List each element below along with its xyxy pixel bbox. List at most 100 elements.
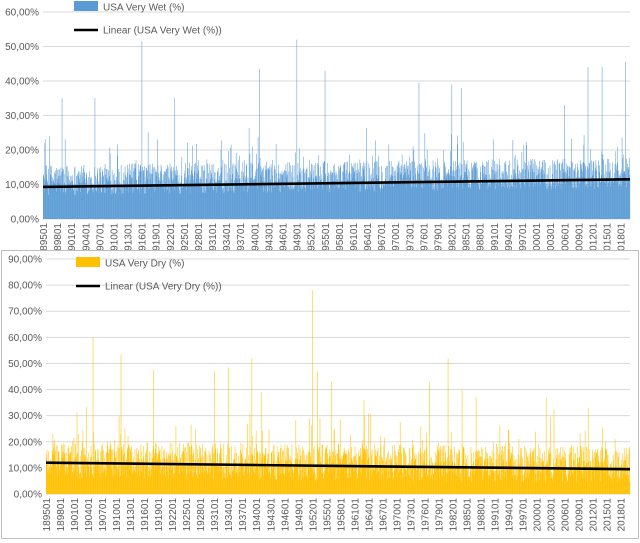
bar	[199, 445, 200, 494]
bar	[352, 165, 354, 219]
bar	[386, 466, 388, 494]
bar	[443, 445, 444, 494]
bar	[118, 469, 119, 494]
bar	[446, 460, 448, 494]
bar	[49, 468, 51, 494]
bar	[214, 171, 215, 219]
bar	[443, 149, 444, 219]
bar	[132, 471, 133, 494]
bar	[357, 173, 359, 219]
bar	[332, 451, 333, 494]
bar	[552, 182, 554, 219]
bar	[176, 175, 177, 219]
bar	[397, 449, 399, 494]
bar	[86, 174, 87, 219]
bar	[132, 473, 133, 494]
bar	[509, 179, 511, 219]
bar	[156, 460, 158, 494]
bar	[342, 467, 343, 494]
bar	[586, 166, 588, 219]
bar	[428, 466, 430, 494]
bar	[247, 181, 248, 219]
bar	[535, 431, 536, 494]
bar	[583, 135, 585, 219]
bar	[520, 172, 521, 219]
bar	[302, 186, 303, 219]
bar	[445, 460, 446, 494]
bar	[327, 459, 328, 494]
bar	[175, 173, 176, 219]
bar	[434, 171, 436, 219]
bar	[406, 476, 407, 494]
bar	[610, 478, 612, 494]
bar	[210, 174, 212, 219]
bar	[477, 453, 479, 494]
bar	[259, 68, 260, 220]
bar	[214, 178, 215, 219]
bar	[469, 187, 471, 219]
bar	[159, 187, 161, 219]
bar	[409, 447, 410, 494]
bar	[178, 174, 180, 219]
bar	[496, 184, 498, 219]
bar	[267, 459, 268, 494]
bar	[232, 173, 233, 219]
bar	[490, 459, 492, 494]
bar	[456, 474, 458, 494]
bar	[525, 478, 526, 494]
bar	[266, 466, 267, 494]
x-tick-label: 193401	[224, 498, 235, 532]
bar	[585, 465, 586, 494]
x-tick-label: 192201	[166, 223, 177, 250]
bar	[479, 189, 480, 219]
bar	[336, 463, 337, 494]
x-tick-label: 190701	[98, 498, 109, 532]
bar	[236, 168, 237, 219]
bar	[557, 448, 558, 494]
bar	[66, 467, 68, 494]
bar	[291, 188, 293, 219]
x-tick-label: 191901	[154, 498, 165, 532]
bar	[359, 472, 361, 494]
bar	[71, 176, 73, 219]
bar	[89, 171, 90, 219]
bar	[170, 171, 172, 219]
bar	[301, 450, 303, 494]
bar	[587, 67, 589, 219]
bar	[70, 451, 71, 494]
bar	[249, 472, 250, 494]
bar	[620, 173, 622, 219]
bar	[468, 476, 469, 494]
bar	[173, 167, 174, 219]
bar	[433, 473, 434, 494]
bar	[224, 185, 226, 219]
bar	[124, 473, 125, 494]
bar	[491, 458, 492, 494]
bar	[305, 168, 307, 219]
bar	[599, 171, 601, 219]
bar	[399, 174, 401, 219]
bar	[628, 448, 630, 494]
bar	[316, 177, 318, 219]
bar	[267, 192, 269, 219]
bar	[371, 449, 373, 494]
bar	[251, 358, 253, 494]
bar	[415, 187, 417, 219]
bar	[512, 176, 514, 219]
bar	[76, 412, 78, 494]
bar	[470, 447, 472, 494]
bar	[604, 179, 606, 219]
bar	[571, 468, 573, 494]
bar	[414, 455, 415, 494]
bar	[81, 477, 82, 494]
bar	[181, 471, 183, 494]
bar	[626, 167, 628, 219]
bar	[471, 481, 473, 494]
bar	[506, 171, 507, 219]
bar	[188, 442, 190, 494]
bar	[560, 170, 561, 219]
bar	[192, 186, 194, 219]
bar	[605, 183, 606, 219]
bar	[114, 187, 115, 219]
bar	[289, 459, 290, 494]
